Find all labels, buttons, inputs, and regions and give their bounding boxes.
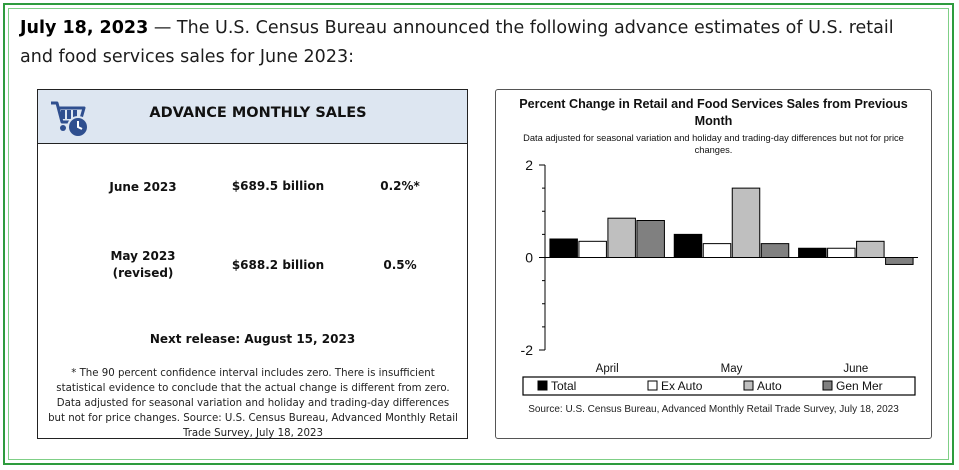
legend-label-ex-auto: Ex Auto (661, 379, 703, 393)
bar-auto-june (856, 240, 885, 258)
intro-paragraph: July 18, 2023 — The U.S. Census Bureau a… (20, 14, 920, 72)
bar-ex-auto-may (702, 243, 732, 258)
legend-swatch-auto (743, 380, 754, 391)
row-label-may-revised: (revised) (112, 266, 174, 280)
intro-text: — The U.S. Census Bureau announced the f… (20, 18, 894, 67)
x-tick-label: April (596, 363, 619, 375)
chart-card: Percent Change in Retail and Food Servic… (495, 89, 932, 439)
legend-label-total: Total (551, 379, 576, 393)
y-tick-label: -2 (521, 342, 534, 358)
card-title: ADVANCE MONTHLY SALES (149, 105, 367, 121)
card-header: ADVANCE MONTHLY SALES (38, 90, 467, 144)
legend-label-auto: Auto (757, 379, 782, 393)
y-tick-label: 2 (525, 157, 533, 173)
legend-swatch-total (537, 380, 548, 391)
y-tick-label: 0 (525, 250, 533, 266)
x-tick-label: June (843, 363, 868, 375)
chart-title: Percent Change in Retail and Food Servic… (519, 97, 908, 128)
chart-source: Source: U.S. Census Bureau, Advanced Mon… (528, 404, 899, 415)
row-pct-may: 0.5% (383, 258, 417, 272)
legend-swatch-gen-mer (822, 380, 833, 391)
bar-total-may (673, 233, 703, 258)
bar-gen-mer-june (885, 257, 914, 265)
footnote-source: Data adjusted for seasonal variation and… (48, 398, 458, 439)
row-value-may: $688.2 billion (231, 258, 325, 272)
bar-ex-auto-june (827, 247, 856, 258)
release-date: July 18, 2023 (20, 18, 149, 38)
row-pct-june: 0.2%* (380, 179, 420, 193)
shopping-cart-clock-icon (51, 101, 89, 138)
content-frame-inner (8, 8, 949, 460)
row-value-june: $689.5 billion (231, 179, 325, 193)
bar-ex-auto-april (578, 240, 607, 258)
content-frame (3, 3, 954, 465)
bar-total-april (549, 238, 578, 258)
row-label-june: June 2023 (109, 180, 177, 194)
legend-swatch-ex-auto (647, 380, 658, 391)
bar-auto-may (731, 187, 761, 258)
advance-sales-card: ADVANCE MONTHLY SALES June 2023 $689.5 b… (37, 89, 468, 439)
bar-total-june (798, 247, 827, 258)
bar-chart: -2 0 2 April May June Total Ex Auto Auto Gen Mer (521, 157, 918, 396)
footnote-confidence: * The 90 percent confidence interval inc… (56, 368, 450, 394)
row-label-may: May 2023 (110, 249, 176, 263)
legend-box (522, 376, 916, 396)
next-release: Next release: August 15, 2023 (149, 332, 356, 346)
bar-gen-mer-may (760, 243, 790, 258)
bar-auto-april (607, 217, 636, 258)
legend-label-gen-mer: Gen Mer (836, 379, 883, 393)
x-tick-label: May (721, 363, 743, 375)
footnote: * The 90 percent confidence interval inc… (48, 366, 458, 441)
chart-subtitle: Data adjusted for seasonal variation and… (523, 133, 904, 155)
bar-gen-mer-april (636, 220, 665, 258)
